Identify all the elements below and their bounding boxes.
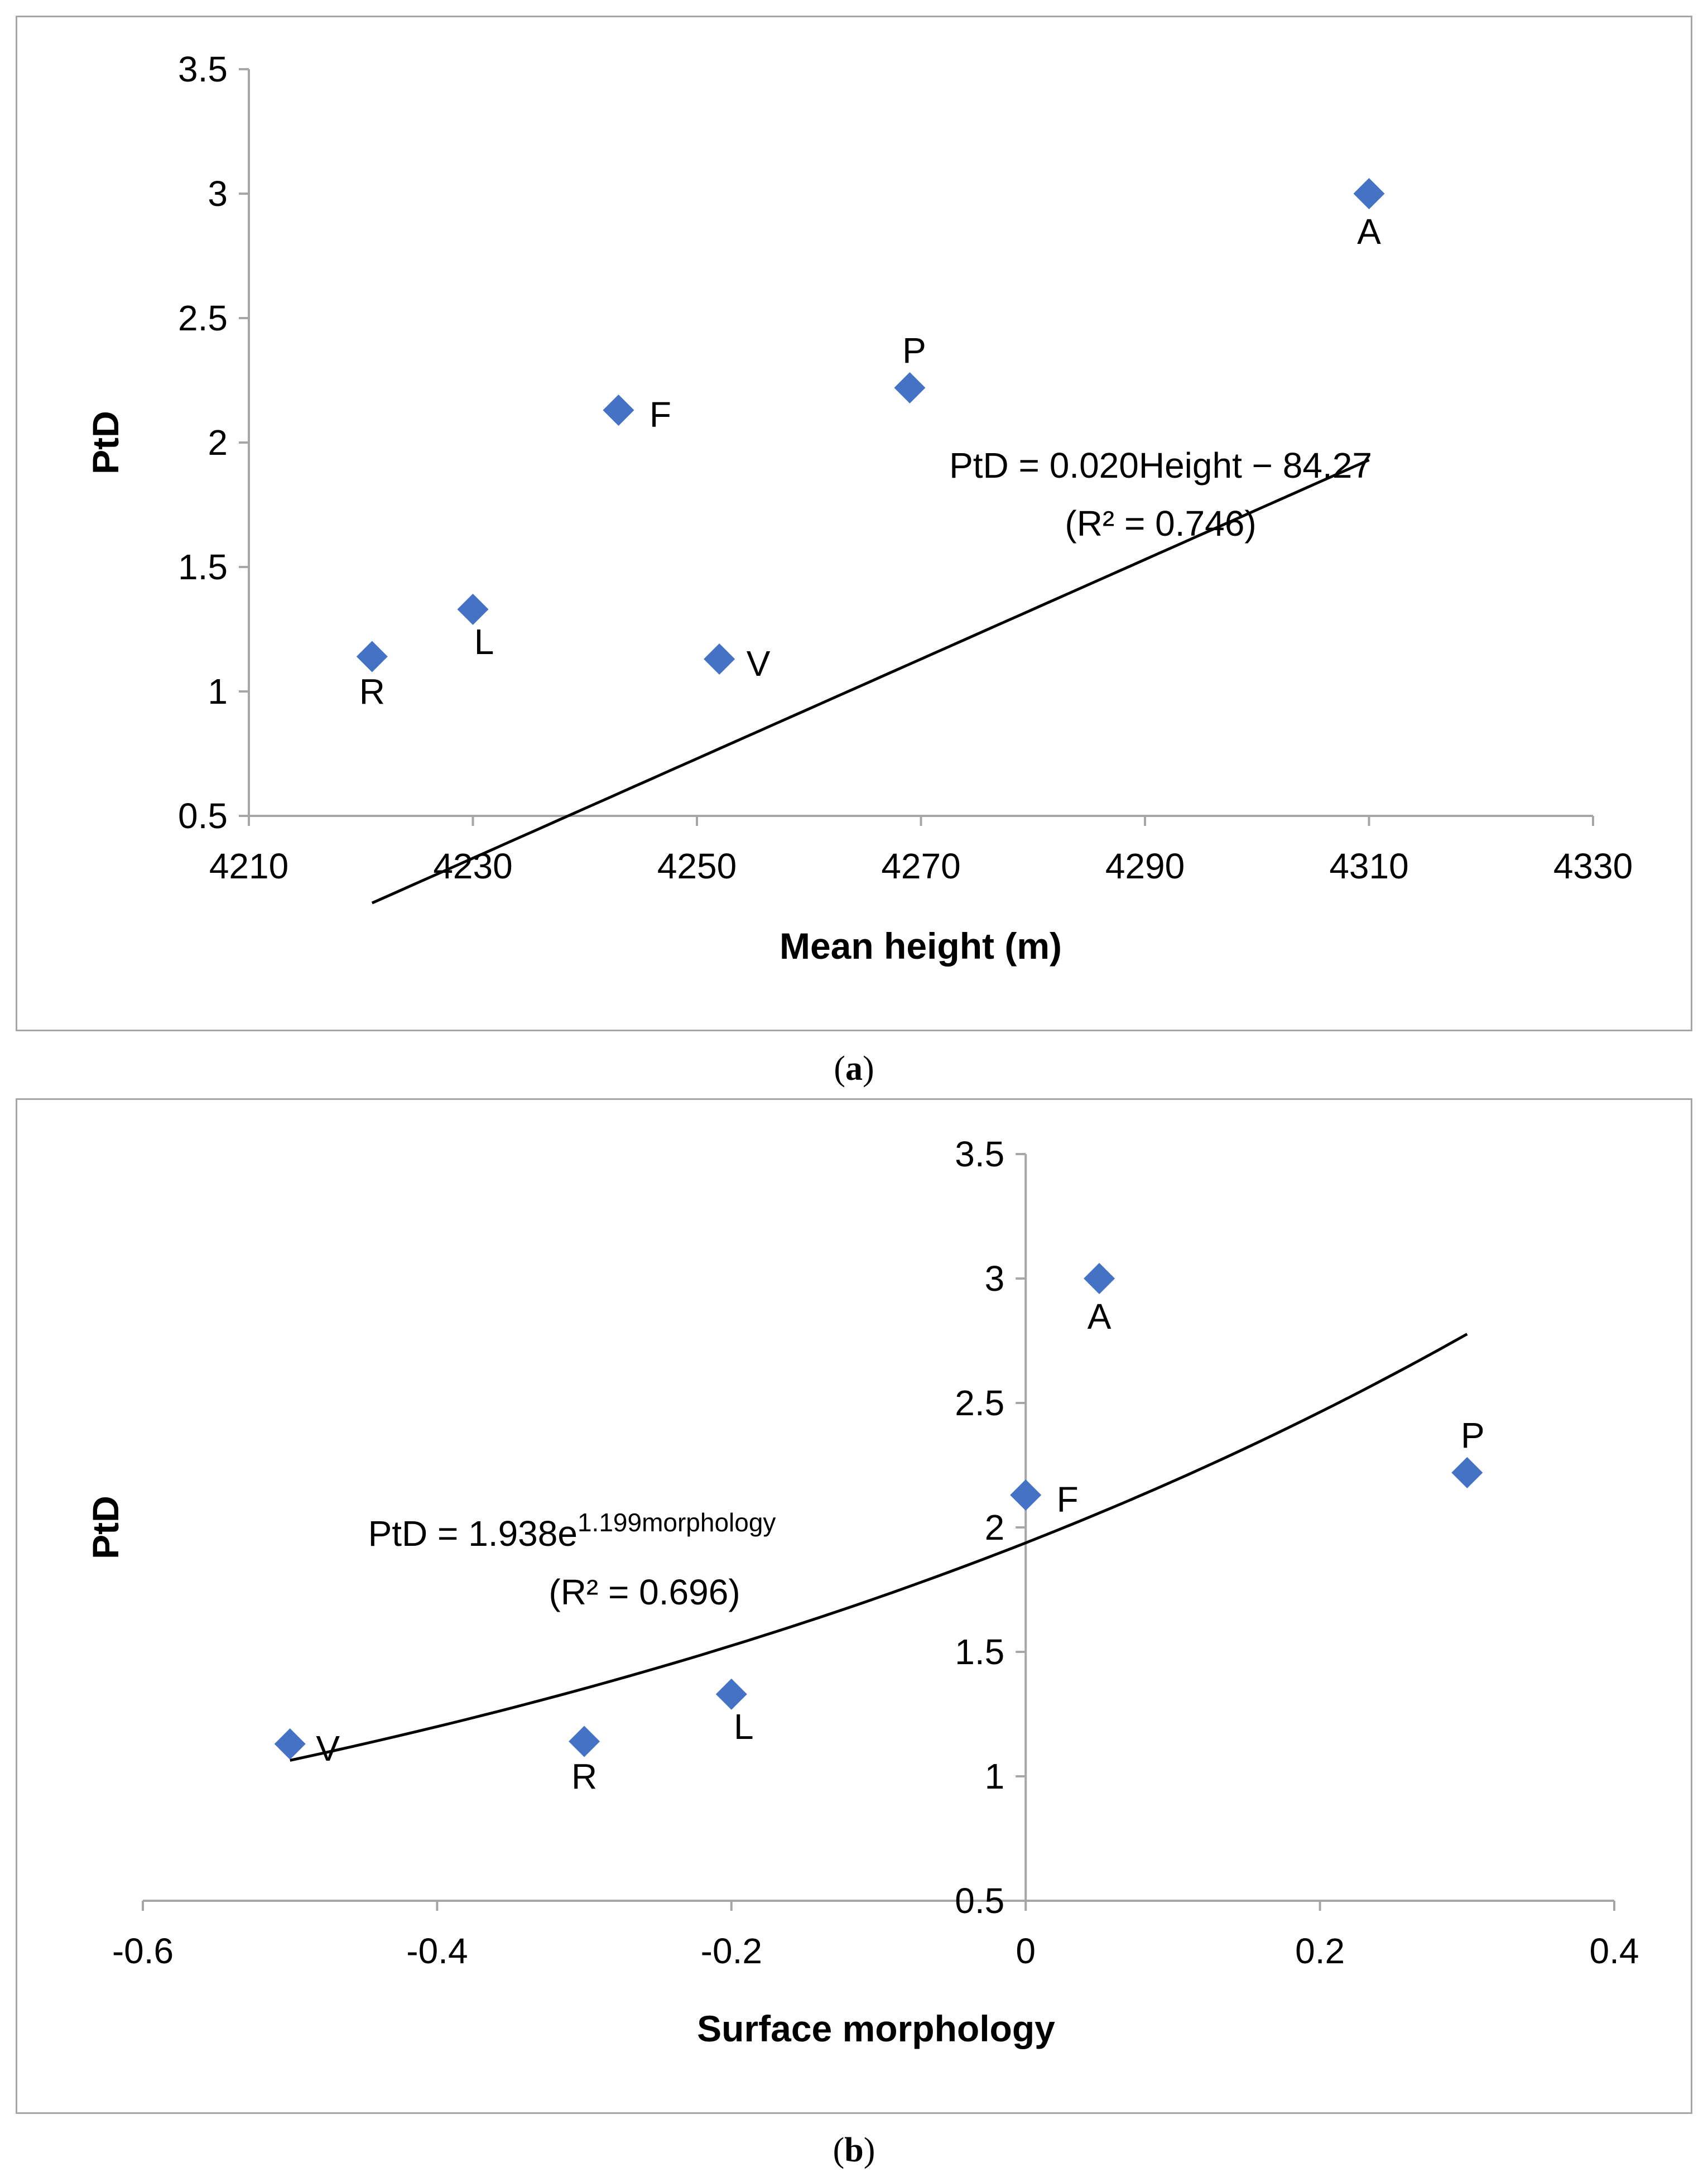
- y-tick-label: 0.5: [955, 1881, 1004, 1921]
- point-label-p: P: [1461, 1415, 1485, 1455]
- x-tick-label: 0: [1016, 1931, 1036, 1971]
- chart-panel-a: [16, 16, 1692, 1031]
- x-tick-label: -0.2: [701, 1931, 762, 1971]
- data-point-v: [704, 643, 735, 675]
- caption-b: (b): [833, 2131, 875, 2169]
- point-label-a: A: [1088, 1296, 1112, 1337]
- y-axis-title: PtD: [85, 411, 126, 474]
- y-tick-label: 1.5: [178, 547, 228, 587]
- x-tick-label: 4310: [1329, 846, 1408, 886]
- x-tick-label: 0.2: [1295, 1931, 1345, 1971]
- trendline: [371, 458, 1370, 905]
- caption-b-letter: b: [844, 2131, 864, 2169]
- trendline-equation: PtD = 1.938e1.199morphology: [368, 1508, 776, 1554]
- caption-a-letter: a: [845, 1050, 863, 1088]
- trendline-equation: PtD = 0.020Height − 84.27: [949, 445, 1372, 486]
- y-tick-label: 3.5: [955, 1134, 1004, 1174]
- y-tick-label: 3: [985, 1258, 1005, 1299]
- y-tick-label: 2: [985, 1507, 1005, 1548]
- trendline: [290, 1333, 1468, 1762]
- data-point-r: [569, 1726, 600, 1757]
- data-point-p: [1451, 1457, 1483, 1488]
- y-tick-label: 1: [208, 671, 228, 712]
- y-axis-title: PtD: [85, 1496, 126, 1559]
- x-tick-label: 4250: [657, 846, 737, 886]
- x-tick-label: 4290: [1105, 846, 1185, 886]
- x-axis-title: Surface morphology: [697, 2008, 1055, 2049]
- data-point-f: [603, 395, 634, 426]
- x-axis-title: Mean height (m): [780, 925, 1062, 967]
- point-label-f: F: [649, 395, 671, 435]
- data-point-l: [715, 1678, 747, 1710]
- x-tick-label: 4230: [433, 846, 512, 886]
- point-label-f: F: [1057, 1479, 1079, 1520]
- data-point-a: [1353, 178, 1385, 209]
- point-label-r: R: [571, 1757, 597, 1797]
- point-label-l: L: [734, 1707, 754, 1747]
- chart-a: 4210 4230 4250 4270 4290 4310 4330 0.5 1 1.5 2 2.5 3…: [85, 49, 1633, 967]
- point-label-l: L: [474, 622, 494, 662]
- x-tick-label: -0.6: [112, 1931, 174, 1971]
- data-point-r: [356, 641, 388, 672]
- x-tick-label: 4210: [209, 846, 288, 886]
- point-label-v: V: [316, 1728, 340, 1768]
- r-squared-label: (R² = 0.696): [549, 1572, 740, 1612]
- data-point-p: [894, 372, 926, 403]
- y-tick-label: 1: [985, 1756, 1005, 1796]
- y-tick-label: 1.5: [955, 1632, 1004, 1672]
- point-label-p: P: [902, 330, 926, 371]
- point-label-v: V: [747, 643, 771, 684]
- data-point-v: [274, 1728, 306, 1760]
- x-tick-label: -0.4: [406, 1931, 468, 1971]
- chart-b: -0.6 -0.4 -0.2 0 0.2 0.4 0.5 1 1.5 2 2.5 3 3.5 Surfac…: [85, 1134, 1639, 2049]
- r-squared-label: (R² = 0.746): [1065, 503, 1256, 544]
- x-tick-label: 0.4: [1590, 1931, 1639, 1971]
- y-tick-label: 2.5: [178, 298, 228, 338]
- x-tick-label: 4330: [1553, 846, 1633, 886]
- caption-a: (a): [834, 1050, 874, 1088]
- y-tick-label: 2: [208, 422, 228, 463]
- y-tick-label: 3.5: [178, 49, 228, 89]
- data-point-f: [1010, 1479, 1042, 1511]
- point-label-a: A: [1357, 212, 1381, 252]
- y-tick-label: 3: [208, 174, 228, 214]
- point-label-r: R: [359, 672, 385, 712]
- x-tick-label: 4270: [881, 846, 960, 886]
- data-point-l: [457, 593, 489, 625]
- data-point-a: [1084, 1263, 1115, 1294]
- y-tick-label: 2.5: [955, 1383, 1004, 1423]
- y-tick-label: 0.5: [178, 796, 228, 836]
